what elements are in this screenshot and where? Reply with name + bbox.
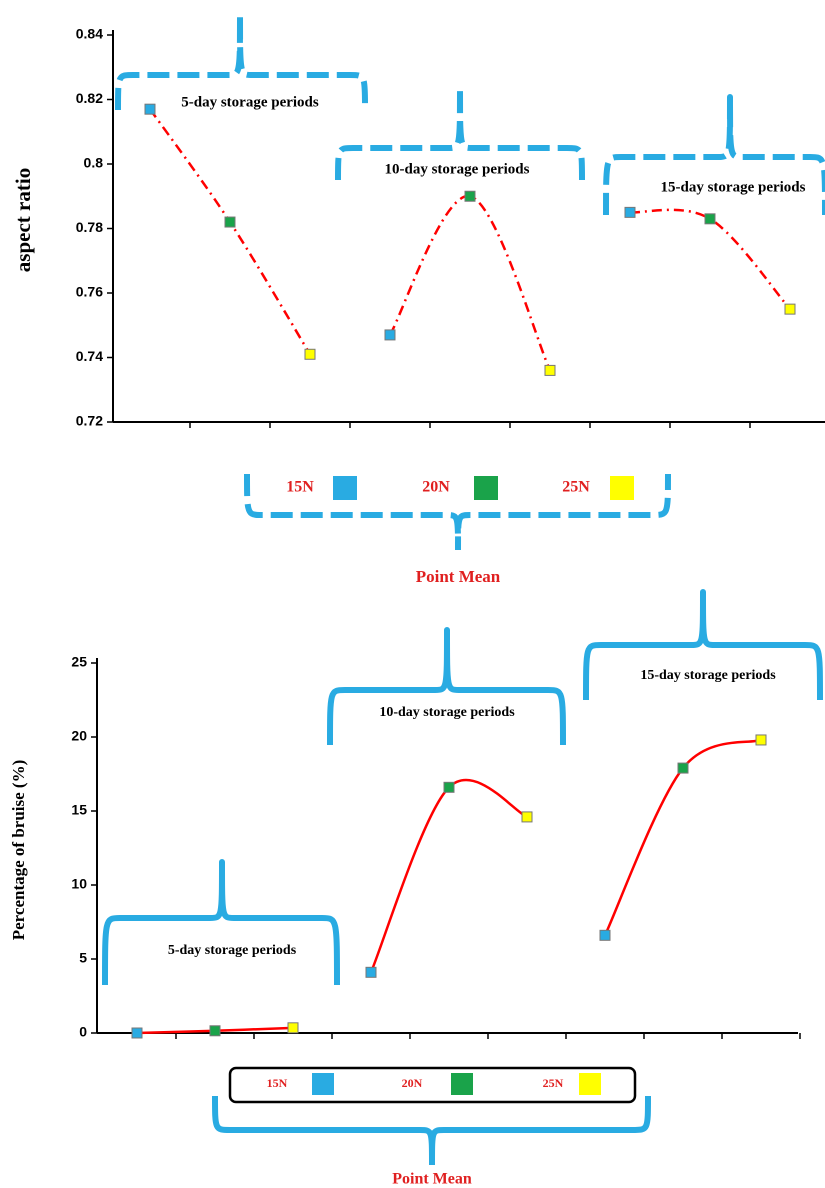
marker — [131, 1027, 143, 1039]
legend-box — [228, 1066, 637, 1104]
legend-brace — [212, 1095, 651, 1166]
group-label: 15-day storage periods — [640, 668, 776, 683]
marker — [521, 811, 533, 823]
marker — [677, 762, 689, 774]
legend-swatch — [610, 476, 634, 500]
legend-swatch — [312, 1073, 334, 1095]
marker — [209, 1025, 221, 1037]
marker — [224, 216, 236, 228]
trend-line — [148, 108, 312, 355]
group-label: 10-day storage periods — [379, 705, 515, 720]
marker — [784, 303, 796, 315]
legend-swatch — [333, 476, 357, 500]
y-tick-label: 0.78 — [76, 219, 103, 235]
brace — [335, 84, 585, 181]
y-tick-label: 20 — [71, 728, 87, 744]
marker — [443, 781, 455, 793]
marker — [464, 190, 476, 202]
y-tick-label: 0.72 — [76, 413, 103, 429]
group-label: 5-day storage periods — [181, 94, 319, 110]
y-tick-label: 10 — [71, 876, 87, 892]
y-tick-label: 0.76 — [76, 284, 103, 300]
legend-swatch — [451, 1073, 473, 1095]
brace — [327, 627, 566, 746]
marker — [704, 213, 716, 225]
marker — [144, 103, 156, 115]
y-tick-label: 0.82 — [76, 90, 103, 106]
legend-label: 20N — [422, 479, 450, 496]
marker — [624, 206, 636, 218]
legend-label: 25N — [562, 479, 590, 496]
trend-line — [369, 778, 528, 973]
legend-title: Point Mean — [392, 1171, 472, 1188]
legend-label: 25N — [543, 1076, 564, 1090]
marker — [544, 364, 556, 376]
brace — [603, 94, 825, 216]
legend-title: Point Mean — [416, 567, 501, 586]
trend-line — [388, 194, 552, 371]
legend-label: 20N — [402, 1076, 423, 1090]
marker — [384, 329, 396, 341]
y-axis-title: Percentage of bruise (%) — [9, 760, 28, 941]
y-tick-label: 0.84 — [76, 26, 103, 42]
marker — [304, 348, 316, 360]
group-label: 15-day storage periods — [661, 179, 806, 195]
y-tick-label: 0.74 — [76, 348, 103, 364]
trend-line — [629, 208, 791, 310]
brace — [583, 589, 823, 701]
y-tick-label: 5 — [79, 950, 87, 966]
group-label: 5-day storage periods — [168, 943, 297, 958]
y-tick-label: 0 — [79, 1024, 87, 1040]
marker — [599, 929, 611, 941]
y-tick-label: 15 — [71, 802, 87, 818]
group-label: 10-day storage periods — [385, 161, 530, 177]
trend-line — [603, 738, 762, 936]
legend-swatch — [474, 476, 498, 500]
marker — [755, 734, 767, 746]
brace — [115, 12, 368, 111]
legend-label: 15N — [286, 479, 314, 496]
legend-brace — [244, 473, 671, 551]
y-axis-title: aspect ratio — [11, 168, 35, 272]
legend-label: 15N — [267, 1076, 288, 1090]
marker — [287, 1022, 299, 1034]
legend-swatch — [579, 1073, 601, 1095]
y-tick-label: 0.8 — [84, 155, 104, 171]
brace — [102, 859, 340, 986]
marker — [365, 966, 377, 978]
y-tick-label: 25 — [71, 654, 87, 670]
